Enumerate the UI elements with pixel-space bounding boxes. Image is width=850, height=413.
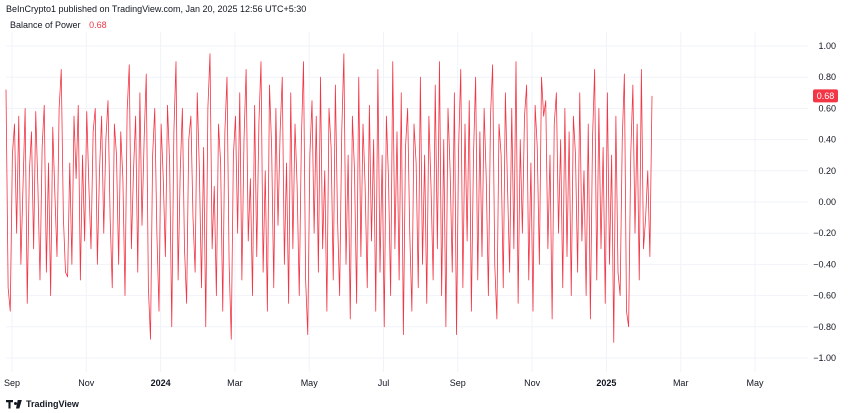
indicator-value: 0.68 [89,20,107,30]
publisher-line: BeInCrypto1 published on TradingView.com… [6,4,307,14]
series-line [5,53,653,343]
last-value-badge-bg [813,89,838,103]
y-tick-label: −1.00 [813,353,836,363]
indicator-name: Balance of Power [10,20,81,30]
brand-name: TradingView [26,399,79,409]
y-tick-label: −0.60 [813,291,836,301]
footer[interactable]: TradingView [6,399,79,409]
y-tick-label: −0.40 [813,259,836,269]
y-tick-label: −0.20 [813,228,836,238]
x-tick-label: Mar [673,378,689,388]
x-tick-label: 2025 [596,378,616,388]
y-tick-label: 0.60 [818,103,836,113]
x-tick-label: 2024 [151,378,171,388]
x-tick-label: Mar [227,378,243,388]
y-tick-label: 0.40 [818,135,836,145]
indicator-legend[interactable]: Balance of Power 0.68 [10,20,107,30]
y-tick-label: 0.80 [818,72,836,82]
y-tick-label: 1.00 [818,41,836,51]
x-tick-label: Sep [450,378,466,388]
x-tick-label: Nov [78,378,95,388]
last-value-badge: 0.68 [813,89,838,103]
x-tick-label: Jul [378,378,390,388]
x-tick-label: Nov [524,378,541,388]
y-tick-label: −0.80 [813,322,836,332]
y-tick-label: 0.00 [818,197,836,207]
last-value-label: 0.68 [817,91,835,101]
x-tick-label: May [746,378,764,388]
x-tick-label: Sep [4,378,20,388]
x-axis: Sep Nov 2024 Mar May Jul Sep Nov 2025 Mar May [4,378,764,388]
x-tick-label: May [301,378,319,388]
y-tick-label: 0.20 [818,166,836,176]
y-axis: 1.00 0.80 0.60 0.40 0.20 0.00 −0.20 −0.40 −0.60 −… [813,41,836,363]
tradingview-logo-icon [6,399,22,409]
